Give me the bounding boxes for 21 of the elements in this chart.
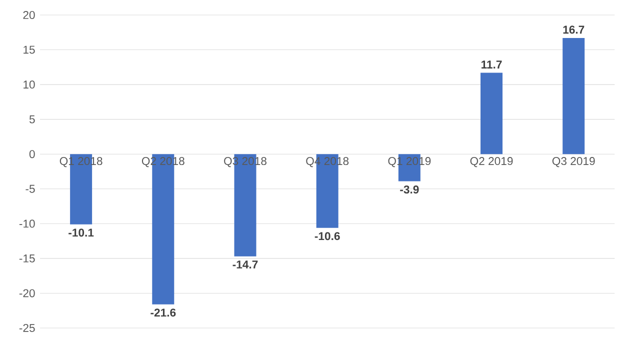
y-tick-label: 5 [29, 115, 35, 124]
y-tick-label: 15 [24, 46, 35, 54]
bar [480, 72, 503, 154]
data-label: 16.7 [563, 26, 584, 34]
x-tick-label: Q3 2019 [552, 157, 595, 168]
bar [562, 38, 585, 154]
data-label: -14.7 [232, 260, 258, 268]
y-tick-label: -5 [26, 184, 35, 193]
y-tick-label: -20 [19, 289, 35, 298]
y-tick-label: 0 [29, 150, 35, 158]
data-label: 11.7 [482, 60, 502, 68]
y-tick-label: -15 [19, 254, 35, 262]
x-tick-label: Q2 2019 [470, 157, 513, 168]
y-tick-label: -10 [19, 220, 35, 228]
data-label: -10.1 [68, 228, 94, 237]
y-tick-label: 10 [24, 80, 35, 89]
data-label: -3.9 [400, 186, 419, 194]
y-tick-label: 20 [23, 11, 35, 20]
data-label: -21.6 [150, 308, 176, 317]
y-tick-label: -25 [19, 324, 35, 332]
data-label: -10.6 [314, 232, 340, 240]
